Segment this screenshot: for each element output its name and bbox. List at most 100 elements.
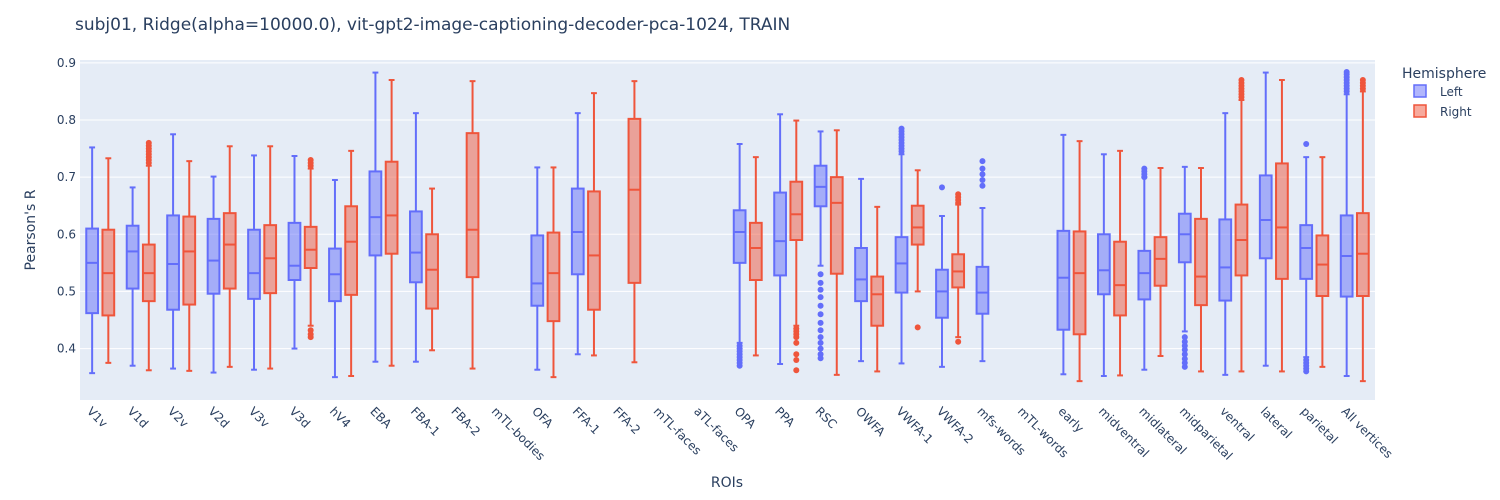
outlier-point [1181,355,1188,362]
outlier-point [793,325,800,332]
box-right [910,169,925,331]
outlier-point [979,171,986,178]
box-right [587,92,601,357]
box-left [530,166,545,371]
box-iqr [465,132,480,279]
box-left [773,113,787,365]
outlier-point [736,342,743,349]
box-left [1056,133,1071,376]
outlier-point [817,302,824,309]
box-iqr [1299,224,1314,280]
box-iqr [732,209,747,264]
box-iqr [384,160,399,255]
box-iqr [627,117,642,284]
outlier-point [914,324,921,331]
legend-item-right[interactable]: Right [1413,104,1472,119]
box-iqr [789,180,804,241]
box-iqr [182,215,197,306]
box-iqr [870,275,885,327]
box-right [1072,140,1087,383]
outlier-point [817,286,824,293]
box-iqr [344,205,359,296]
box-left [570,112,585,356]
box-left [1137,165,1152,371]
box-right [425,187,439,352]
box-right [1355,77,1370,383]
box-iqr [748,221,763,282]
box-iqr [1113,240,1127,317]
box-iqr [1137,249,1152,301]
outlier-point [955,338,962,345]
box-iqr [829,176,844,275]
box-right [789,119,804,374]
outlier-point [938,184,945,191]
box-iqr [1258,174,1273,260]
box-iqr [368,170,383,257]
box-iqr [1275,162,1289,280]
box-iqr [166,214,180,311]
box-iqr [1177,212,1192,264]
outlier-point [979,177,986,183]
box-right [222,145,237,368]
box-iqr [1218,218,1233,302]
box-right [1113,149,1127,377]
box-left [1096,153,1111,377]
box-left [854,177,868,363]
box-iqr [530,234,545,307]
box-right [546,166,561,379]
box-iqr [1072,230,1087,336]
outlier-point [145,139,152,146]
outlier-point [898,125,905,132]
box-iqr [910,204,925,246]
y-axis-title: Pearson's R [23,189,39,270]
box-iqr [773,191,787,277]
box-iqr [206,217,221,295]
outlier-point [817,351,824,358]
box-iqr [303,225,318,270]
y-tick-labels: 0.4 0.5 0.6 0.7 0.8 0.9 [57,56,76,356]
box-iqr [222,212,237,290]
box-right [303,157,318,341]
box-iqr [1056,229,1071,331]
box-left [328,179,342,379]
box-iqr [587,190,601,311]
outlier-point [307,157,314,163]
box-right [344,149,359,377]
legend-title: Hemisphere [1402,66,1486,82]
box-right [101,157,116,364]
box-iqr [894,236,909,294]
outlier-point [793,351,800,358]
box-iqr [425,233,439,310]
outlier-point [817,279,824,286]
outlier-point [979,158,986,165]
outlier-point [817,345,824,352]
outlier-point [817,311,824,318]
box-iqr [409,210,423,284]
outlier-point [307,327,314,334]
outlier-point [817,319,824,326]
box-right [182,160,197,372]
y-tick-label: 0.5 [57,284,76,298]
box-left [125,186,140,367]
x-axis-title: ROIs [711,475,743,491]
y-tick-label: 0.6 [57,227,76,241]
series-left [85,69,1354,379]
box-left [206,175,221,374]
outlier-point [1181,334,1188,341]
box-iqr [854,247,868,303]
outlier-point [1181,351,1188,358]
outlier-point [817,271,824,278]
box-right [870,205,885,373]
outlier-point [793,367,800,374]
y-tick-label: 0.7 [57,170,76,184]
box-left [894,125,909,365]
box-right [951,191,966,345]
box-right [1153,167,1168,357]
legend-item-left[interactable]: Left [1413,84,1463,99]
outlier-point [793,339,800,346]
outlier-point [793,357,800,363]
box-right [1275,79,1289,373]
box-iqr [287,221,302,282]
box-right [141,139,156,372]
